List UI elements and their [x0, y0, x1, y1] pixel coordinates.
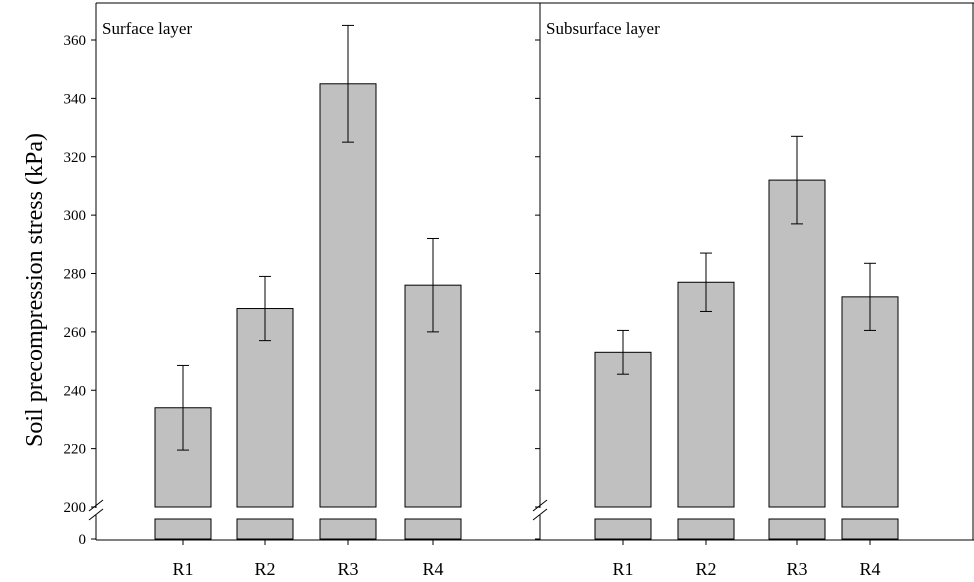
bar-r4-lower — [841, 518, 899, 540]
panel-2-axis-break-mark — [532, 499, 548, 512]
y-tick-label: 260 — [64, 325, 87, 341]
y-tick-label: 280 — [64, 267, 87, 283]
panel-1-axis-break-mark — [88, 499, 104, 512]
bar-r2-upper — [677, 281, 735, 508]
bar-r3-lower — [319, 518, 377, 540]
bar-r1-upper — [594, 351, 652, 508]
y-tick-label: 240 — [64, 383, 87, 399]
bar-r2-lower — [677, 518, 735, 540]
bar-r1-lower — [154, 518, 212, 540]
y-tick-label: 0 — [79, 532, 87, 548]
y-tick-label: 220 — [64, 442, 87, 458]
panel-2-title: Subsurface layer — [546, 19, 660, 38]
bar-r4-lower — [404, 518, 462, 540]
panel-1-axis-break-mark — [88, 508, 104, 521]
y-tick-label: 340 — [64, 91, 87, 107]
x-tick-label-r2: R2 — [695, 559, 716, 579]
bar-r3-upper — [319, 83, 377, 508]
bar-r2-lower — [236, 518, 294, 540]
bar-r4-upper — [841, 296, 899, 508]
bar-r2-upper — [236, 308, 294, 508]
x-tick-label-r3: R3 — [337, 559, 358, 579]
bar-r3-lower — [768, 518, 826, 540]
y-axis-label: Soil precompression stress (kPa) — [22, 133, 48, 447]
panel-2-axis-break-mark — [532, 508, 548, 521]
x-tick-label-r3: R3 — [786, 559, 807, 579]
x-tick-label-r4: R4 — [859, 559, 880, 579]
panel-1-title: Surface layer — [102, 19, 192, 38]
x-tick-label-r4: R4 — [422, 559, 443, 579]
y-tick-label: 200 — [64, 500, 87, 516]
y-tick-label: 360 — [64, 33, 87, 49]
x-tick-label-r2: R2 — [254, 559, 275, 579]
bar-r1-lower — [594, 518, 652, 540]
x-tick-label-r1: R1 — [172, 559, 193, 579]
x-tick-label-r1: R1 — [612, 559, 633, 579]
bar-r3-upper — [768, 179, 826, 508]
y-tick-label: 320 — [64, 150, 87, 166]
y-tick-label: 300 — [64, 208, 87, 224]
bar-r1-upper — [154, 407, 212, 508]
